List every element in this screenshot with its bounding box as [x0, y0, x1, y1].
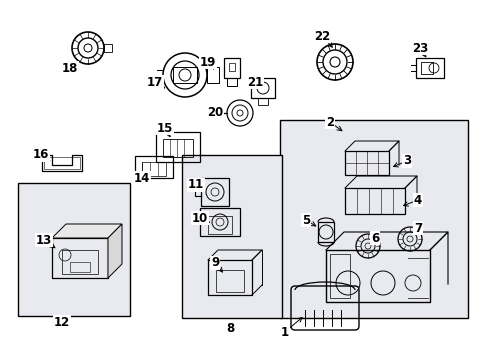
Bar	[207, 216, 231, 234]
Bar	[156, 132, 200, 162]
Text: 23: 23	[411, 41, 427, 54]
Bar	[317, 222, 333, 242]
Text: 12: 12	[54, 315, 70, 328]
Bar	[207, 260, 251, 295]
Text: 1: 1	[281, 325, 288, 338]
Text: 13: 13	[36, 234, 52, 247]
Bar	[280, 120, 467, 318]
Bar	[173, 67, 197, 83]
Text: 16: 16	[33, 148, 49, 162]
Bar	[250, 78, 274, 98]
Polygon shape	[108, 224, 122, 278]
Bar	[62, 250, 98, 274]
Text: 8: 8	[225, 321, 234, 334]
Text: 22: 22	[313, 30, 329, 42]
Text: 10: 10	[191, 211, 208, 225]
Bar	[18, 183, 130, 316]
Text: 7: 7	[413, 221, 421, 234]
Polygon shape	[52, 224, 122, 238]
Text: 21: 21	[246, 76, 263, 89]
Bar	[415, 58, 443, 78]
Bar	[226, 78, 237, 86]
Bar	[52, 238, 108, 278]
Bar	[201, 178, 228, 206]
Text: 9: 9	[210, 256, 219, 270]
Bar	[325, 250, 429, 302]
Bar	[258, 98, 267, 105]
Bar	[70, 262, 90, 272]
Text: 20: 20	[206, 105, 223, 118]
Bar	[420, 62, 432, 74]
Bar	[228, 63, 235, 71]
Bar	[206, 67, 219, 83]
Text: 5: 5	[301, 213, 309, 226]
Bar	[163, 139, 193, 157]
Text: 15: 15	[157, 122, 173, 135]
Bar	[345, 188, 404, 214]
Text: 17: 17	[146, 76, 163, 89]
Text: 19: 19	[200, 55, 216, 68]
Text: 3: 3	[402, 154, 410, 167]
Bar	[104, 44, 112, 52]
Text: 11: 11	[187, 179, 203, 192]
Bar	[224, 58, 240, 78]
Text: 14: 14	[134, 171, 150, 184]
Text: 6: 6	[370, 231, 378, 244]
Bar	[216, 270, 244, 292]
Bar	[182, 155, 282, 318]
Bar	[142, 162, 165, 176]
Bar	[44, 157, 80, 169]
Text: 18: 18	[61, 62, 78, 75]
Bar	[135, 156, 173, 178]
Text: 2: 2	[325, 116, 333, 129]
Bar	[200, 208, 240, 236]
Bar	[345, 151, 388, 175]
Text: 4: 4	[413, 194, 421, 207]
Bar	[329, 254, 349, 298]
